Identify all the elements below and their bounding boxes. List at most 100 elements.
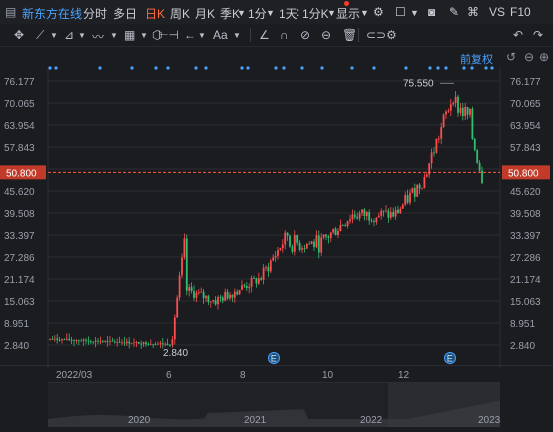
candle-body <box>370 220 373 222</box>
candle-body <box>435 138 438 153</box>
fuquan-button[interactable]: 前复权 <box>460 54 493 66</box>
channel-tool-icon[interactable]: ⊿ <box>64 28 75 42</box>
candle-body <box>466 107 469 115</box>
fib-tool-icon[interactable]: ▦ <box>124 28 136 42</box>
kline-select[interactable]: 1分K <box>302 7 329 21</box>
candle-body <box>262 267 265 280</box>
price-chart-area[interactable]: 76.177 76.177 70.065 70.065 63.954 63.954 57.8… <box>0 48 553 368</box>
lock-icon[interactable]: ⊘ <box>300 28 311 42</box>
chevron-down-icon[interactable]: ▼ <box>233 31 241 40</box>
f10-button[interactable]: F10 <box>510 5 531 19</box>
candle-body <box>327 236 330 238</box>
max-price-label: 75.550 <box>403 78 434 89</box>
chevron-down-icon[interactable]: ▼ <box>266 8 275 18</box>
toggle-icon[interactable]: ⊂⊃ <box>366 28 387 42</box>
candle-body <box>334 228 337 236</box>
chevron-down-icon[interactable]: ▼ <box>327 8 336 18</box>
stock-name[interactable]: 新东方在线 <box>22 7 83 21</box>
candle-body <box>147 344 150 346</box>
brush-icon[interactable]: ∠ <box>259 28 270 42</box>
wave-tool-icon[interactable]: 〰 <box>92 30 105 44</box>
text-tool-icon[interactable]: Aa <box>213 28 228 42</box>
candle-body <box>257 278 260 284</box>
move-icon[interactable]: ✥ <box>14 28 25 42</box>
navigator[interactable]: 2020 2021 2022 2023 <box>48 382 501 427</box>
event-dot <box>484 66 488 70</box>
link-icon[interactable]: ⌘ <box>467 5 479 19</box>
days-select[interactable]: 1天 <box>279 7 298 21</box>
candle-body <box>269 260 272 272</box>
zoom-out-icon[interactable]: ⊖ <box>524 50 535 64</box>
candle-body <box>349 219 351 222</box>
divider <box>250 28 251 42</box>
candle-body <box>176 297 179 318</box>
candle-body <box>425 174 428 177</box>
candle-body <box>70 340 73 341</box>
x-axis: 2022/03 6 8 10 12 <box>0 365 553 382</box>
candle-body <box>154 344 157 346</box>
menu-icon[interactable]: ▤ <box>5 5 17 19</box>
candle-body <box>128 341 131 344</box>
zoom-in-icon[interactable]: ⊕ <box>539 50 550 64</box>
chevron-down-icon[interactable]: ▼ <box>50 31 58 40</box>
chevron-down-icon[interactable]: ▼ <box>360 8 369 18</box>
chevron-down-icon[interactable]: ▼ <box>410 8 419 18</box>
candle-body <box>361 209 363 214</box>
x-tick-label: 8 <box>240 370 246 381</box>
pen-icon[interactable]: ✎ <box>449 5 460 19</box>
chevron-down-icon[interactable]: ▼ <box>198 31 206 40</box>
candle-body <box>214 300 217 305</box>
candle-body <box>116 342 119 344</box>
tab-period-5[interactable]: 季K <box>220 7 241 21</box>
arrow-tool-icon[interactable]: ← <box>184 28 196 42</box>
event-dot <box>154 66 158 70</box>
min-price-label: 2.840 <box>163 348 188 359</box>
candle-body <box>296 235 299 243</box>
tab-period-2[interactable]: 日K <box>145 7 166 21</box>
camera-icon[interactable]: ◙ <box>428 5 436 19</box>
y-tick-label-left: 27.286 <box>4 253 35 264</box>
pattern-tool-icon[interactable]: ⬡ <box>152 28 163 42</box>
candle-body <box>226 291 229 299</box>
chevron-down-icon[interactable]: ▼ <box>78 31 86 40</box>
tab-period-1[interactable]: 多日 <box>113 7 138 21</box>
candle-body <box>473 139 476 150</box>
display-select[interactable]: 显示 <box>336 7 361 21</box>
hide-icon[interactable]: ⊖ <box>321 28 332 42</box>
candle-body <box>389 212 392 218</box>
redo-icon[interactable]: ↷ <box>533 28 544 42</box>
event-e-label: E <box>271 354 277 364</box>
candle-body <box>430 152 433 164</box>
y-tick-label-left: 33.397 <box>4 231 35 242</box>
candle-body <box>411 187 414 193</box>
candle-body <box>217 297 219 305</box>
y-tick-label-right: 63.954 <box>510 121 541 132</box>
candle-body <box>392 212 395 217</box>
line-tool-icon[interactable]: ⟋ <box>36 28 45 42</box>
minute-select[interactable]: 1分 <box>248 7 267 21</box>
trash-icon[interactable]: 🗑 <box>342 28 358 42</box>
top-bar: ▤ 新东方在线 分时 多日 日K 周K 月K 季K ▼ 1分 ▼ 1天 : 1分… <box>0 0 553 25</box>
tab-period-4[interactable]: 月K <box>195 7 216 21</box>
tab-period-3[interactable]: 周K <box>170 7 191 21</box>
chevron-down-icon[interactable]: ▼ <box>110 31 118 40</box>
checkbox-icon[interactable]: ☐ <box>395 5 406 19</box>
gear-icon[interactable]: ⚙ <box>373 5 384 19</box>
navigator-year-label: 2021 <box>244 415 267 426</box>
range-tool-icon[interactable]: ⊢⊣ <box>158 28 179 42</box>
chevron-down-icon[interactable]: ▼ <box>140 31 148 40</box>
vs-button[interactable]: VS <box>489 5 506 19</box>
chevron-down-icon[interactable]: ▼ <box>237 8 246 18</box>
candle-body <box>195 292 198 298</box>
candlestick-chart[interactable]: 76.177 76.177 70.065 70.065 63.954 63.954 57.8… <box>0 48 553 368</box>
tab-period-0[interactable]: 分时 <box>83 7 108 21</box>
candle-body <box>442 114 445 128</box>
candle-body <box>471 108 474 140</box>
candle-body <box>267 266 270 272</box>
magnet-icon[interactable]: ∩ <box>280 28 289 42</box>
y-tick-label-left: 39.508 <box>4 209 35 220</box>
undo-icon[interactable]: ↶ <box>513 28 524 42</box>
candle-body <box>274 255 277 258</box>
settings-icon[interactable]: ⚙ <box>386 28 397 42</box>
back-icon[interactable]: ↺ <box>506 50 517 64</box>
